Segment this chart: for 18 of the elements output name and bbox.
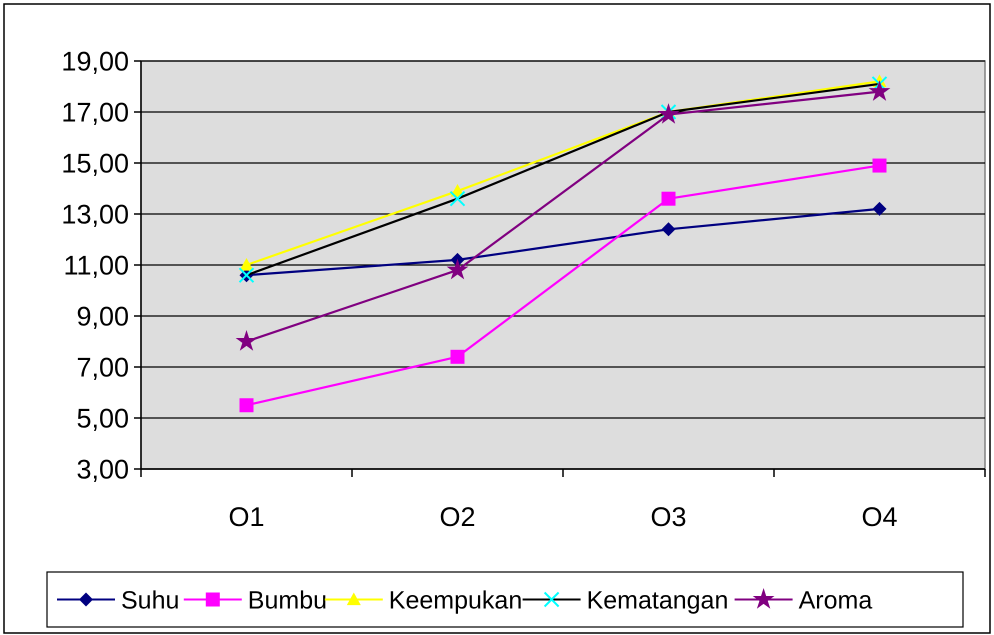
legend-label: Aroma [798,586,872,614]
x-tick-label: O3 [650,502,687,532]
x-tick-label: O1 [228,502,265,532]
legend-label: Bumbu [248,586,328,614]
y-tick-label: 9,00 [76,301,129,332]
y-tick-label: 5,00 [76,403,129,434]
x-tick-label: O4 [861,502,898,532]
legend-label: Kematangan [586,586,728,614]
legend-label: Suhu [121,586,180,614]
x-tick-label: O2 [439,502,476,532]
y-tick-label: 19,00 [61,46,129,76]
y-tick-label: 3,00 [76,454,129,484]
legend-label: Keempukan [388,586,522,614]
y-tick-label: 11,00 [63,250,129,280]
y-tick-label: 15,00 [61,148,129,178]
y-tick-label: 7,00 [76,352,129,382]
y-tick-label: 17,00 [61,97,129,128]
y-tick-label: 13,00 [61,199,129,230]
